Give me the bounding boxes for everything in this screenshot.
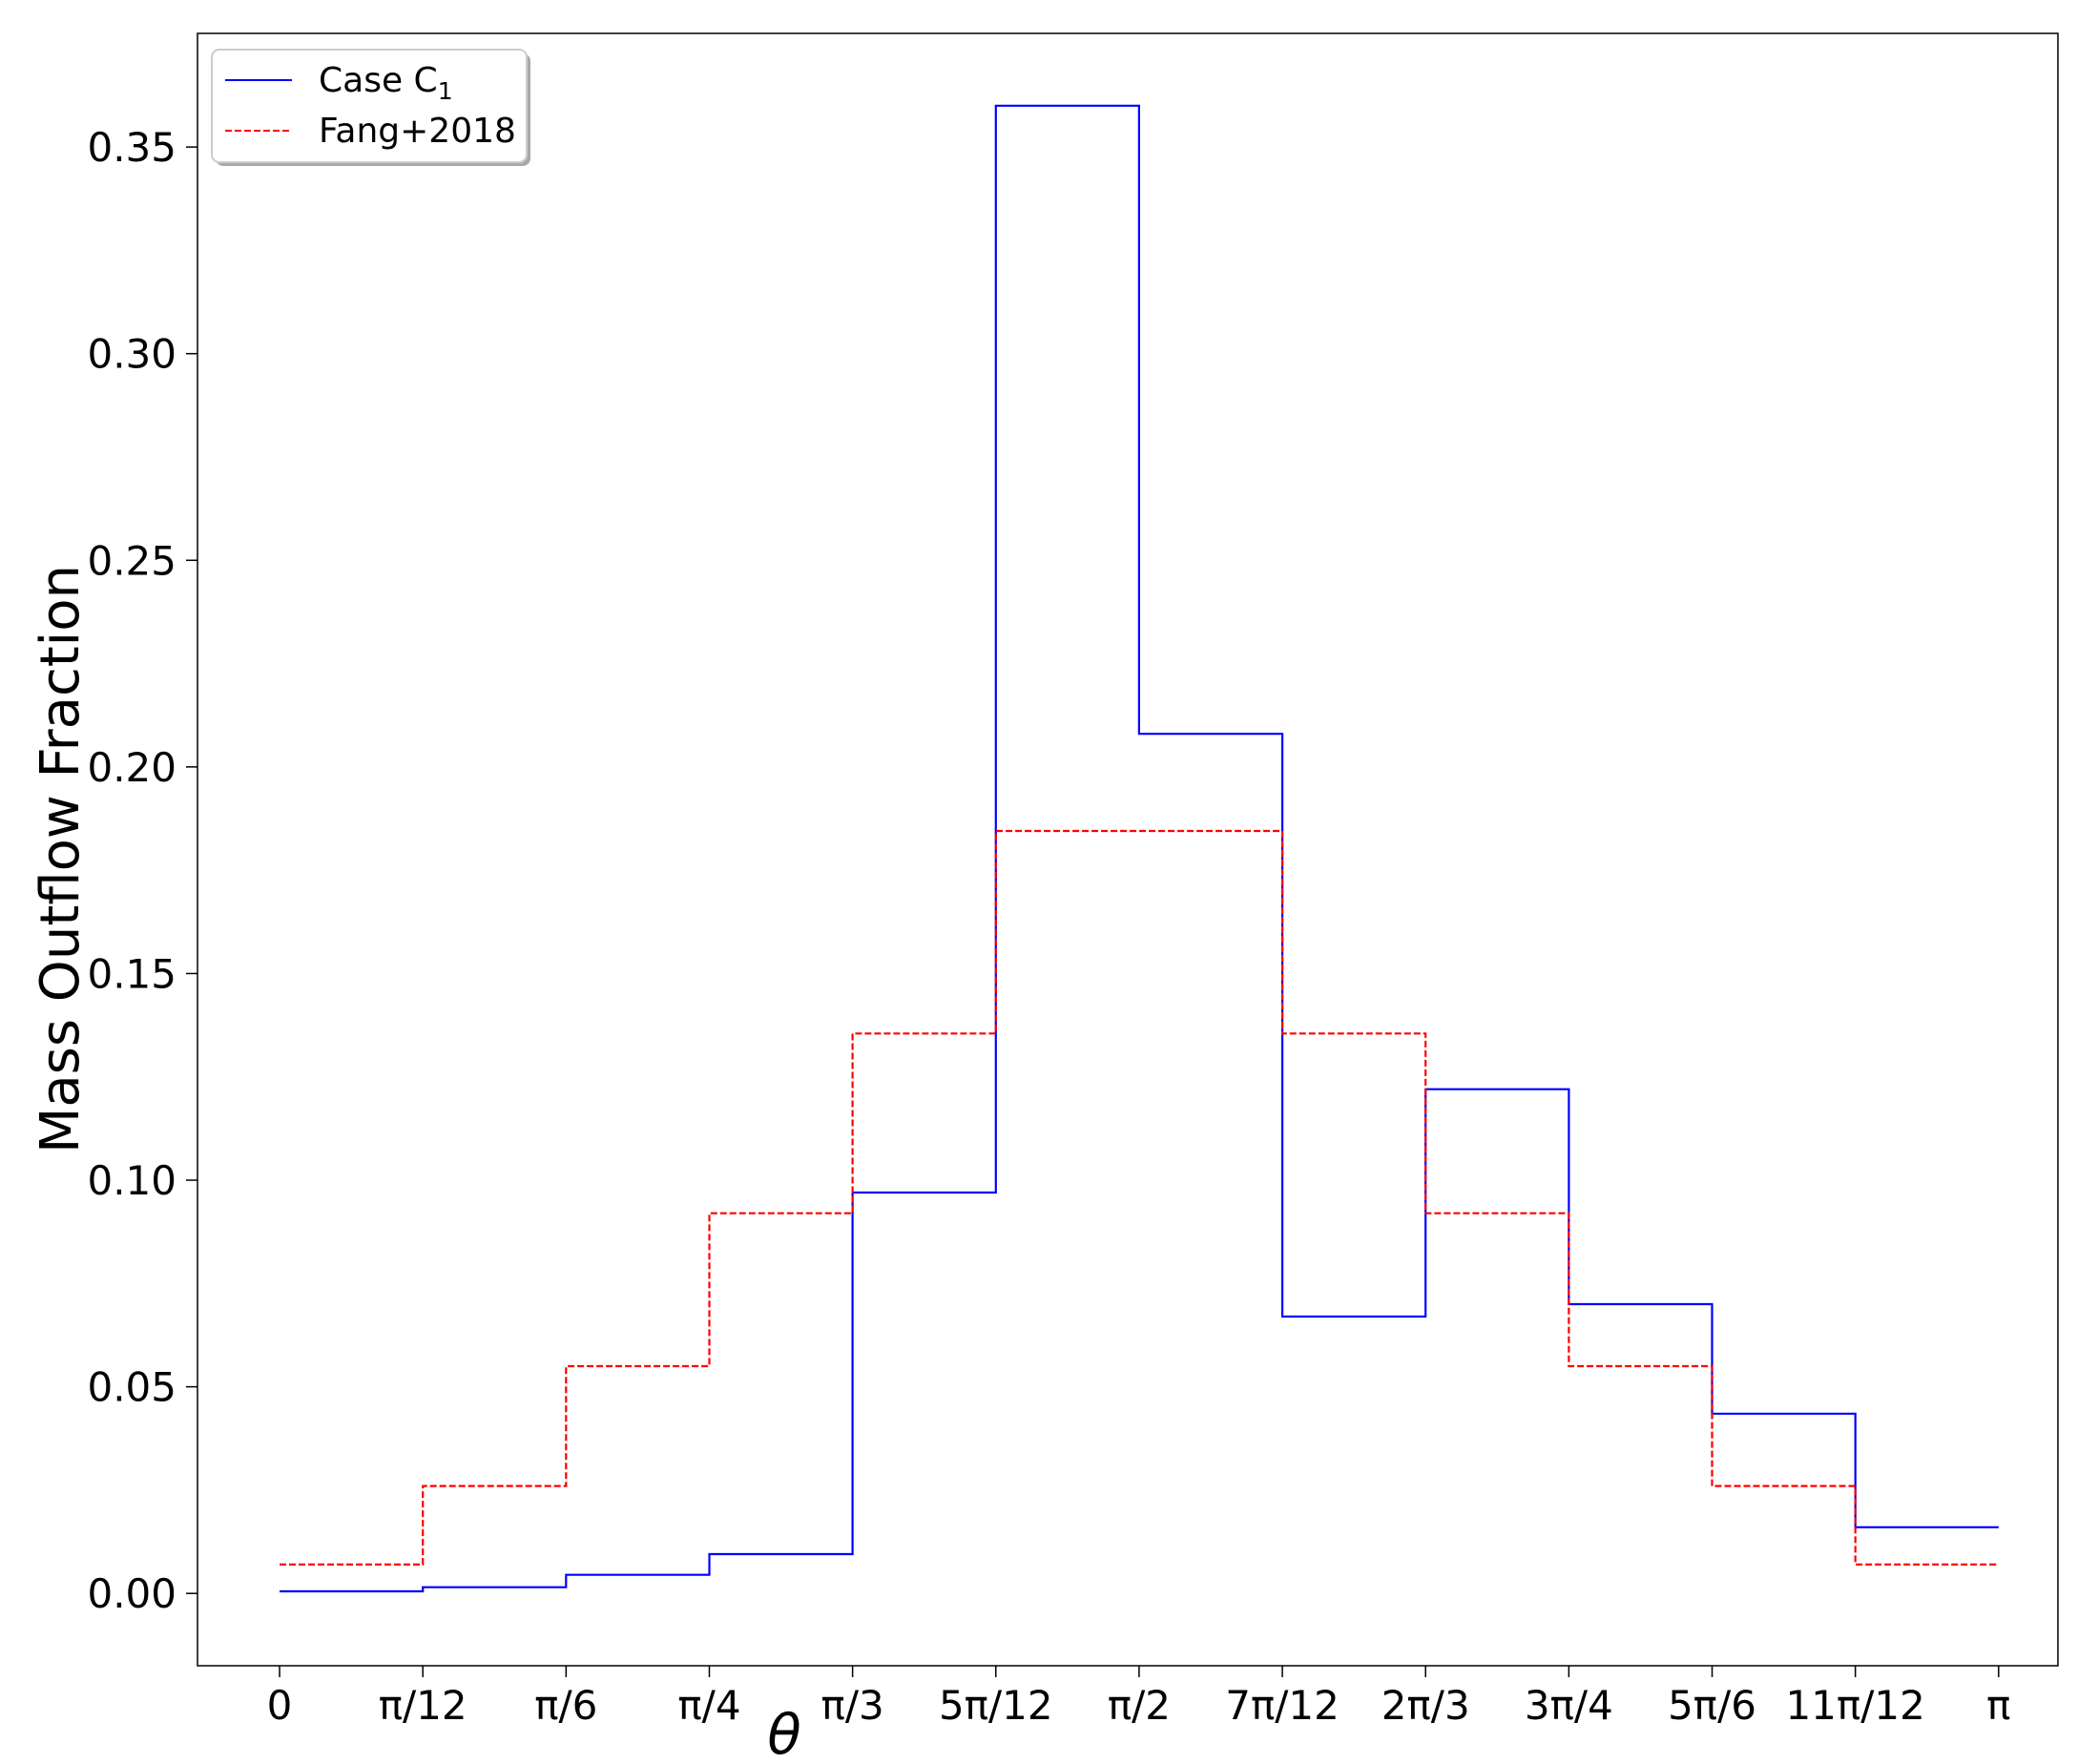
x-tick-label: π/4 xyxy=(677,1682,740,1729)
x-tick-label: 5π/6 xyxy=(1668,1682,1756,1729)
x-axis: 0 π/12 π/6 π/4 π/3 5π/12 π/2 7π/12 2π/3 3π/4 5π/6 1… xyxy=(267,1666,2010,1729)
x-tick-label: 11π/12 xyxy=(1786,1682,1925,1729)
y-tick-label: 0.00 xyxy=(87,1570,177,1617)
y-tick-label: 0.35 xyxy=(87,124,177,171)
x-tick-label: π/6 xyxy=(534,1682,597,1729)
y-tick-label: 0.25 xyxy=(87,537,177,584)
series-line-case-c1 xyxy=(280,104,1999,1593)
legend: Case C1 Fang+2018 xyxy=(211,49,530,166)
x-tick-label: 2π/3 xyxy=(1381,1682,1470,1729)
x-tick-label: π/2 xyxy=(1108,1682,1171,1729)
y-tick-label: 0.10 xyxy=(87,1157,177,1204)
legend-box xyxy=(211,49,528,163)
x-tick-label: 5π/12 xyxy=(939,1682,1053,1729)
x-tick-label: π xyxy=(1986,1682,2010,1729)
series-layer xyxy=(280,104,1999,1593)
x-tick-label: π/12 xyxy=(379,1682,467,1729)
x-axis-label: θ xyxy=(767,1702,801,1764)
y-tick-label: 0.30 xyxy=(87,331,177,378)
x-tick-label: π/3 xyxy=(821,1682,884,1729)
legend-label-case-c1-subscript: 1 xyxy=(438,77,453,105)
series-line-fang2018 xyxy=(280,829,1999,1566)
x-tick-label: 3π/4 xyxy=(1525,1682,1613,1729)
y-tick-label: 0.20 xyxy=(87,744,177,791)
y-axis: 0.00 0.05 0.10 0.15 0.20 0.25 0.30 0.35 xyxy=(87,124,197,1617)
legend-label-case-c1: Case C1 xyxy=(319,61,453,105)
legend-label-fang2018: Fang+2018 xyxy=(319,112,516,151)
plot-area xyxy=(197,32,2059,1667)
legend-label-case-c1-main: Case C xyxy=(319,61,438,100)
y-tick-label: 0.05 xyxy=(87,1364,177,1411)
y-axis-label: Mass Outflow Fraction xyxy=(30,565,92,1153)
x-tick-label: 0 xyxy=(267,1682,293,1729)
x-tick-label: 7π/12 xyxy=(1225,1682,1340,1729)
y-tick-label: 0.15 xyxy=(87,950,177,997)
